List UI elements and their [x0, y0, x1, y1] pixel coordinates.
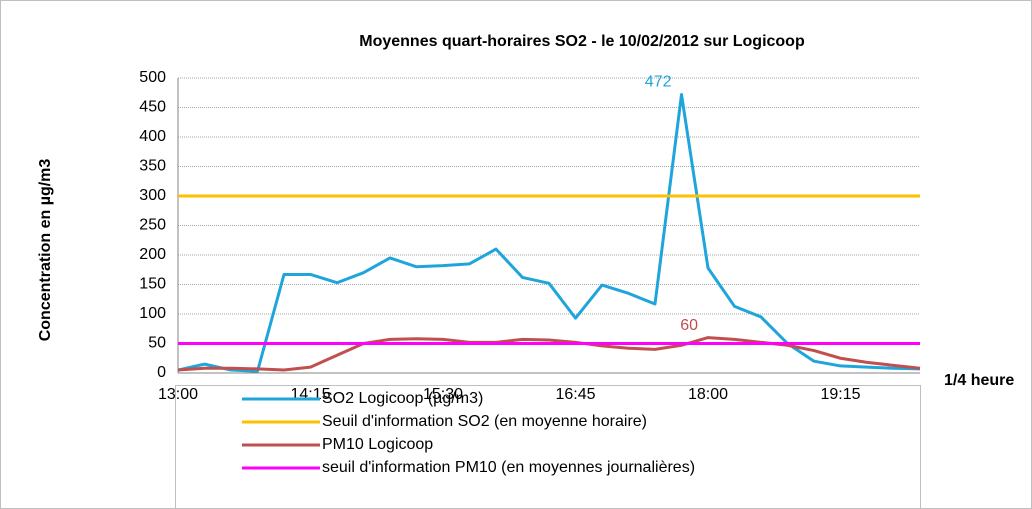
- y-tick-label: 500: [139, 69, 166, 86]
- x-axis-label: 1/4 heure: [944, 372, 1014, 389]
- y-tick-label: 350: [139, 158, 166, 175]
- data-label: 472: [645, 74, 672, 91]
- series-line: [177, 336, 921, 372]
- x-tick-label: 16:45: [555, 386, 595, 403]
- x-tick-label: 19:15: [820, 386, 860, 403]
- y-tick-label: 300: [139, 187, 166, 204]
- legend-label: seuil d'information PM10 (en moyennes jo…: [322, 459, 695, 476]
- legend-box: [175, 385, 921, 509]
- legend-label: SO2 Logicoop (µg/m3): [322, 390, 483, 407]
- y-tick-label: 200: [139, 246, 166, 263]
- y-tick-label: 50: [148, 335, 166, 352]
- chart-title: Moyennes quart-horaires SO2 - le 10/02/2…: [359, 33, 805, 50]
- y-tick-label: 100: [139, 305, 166, 322]
- series-line: [177, 93, 921, 373]
- y-tick-label: 400: [139, 128, 166, 145]
- y-tick-label: 450: [139, 99, 166, 116]
- y-tick-label: 250: [139, 217, 166, 234]
- legend-label: PM10 Logicoop: [322, 436, 433, 453]
- y-tick-label: 150: [139, 276, 166, 293]
- legend-label: Seuil d'information SO2 (en moyenne hora…: [322, 413, 647, 430]
- x-tick-label: 15:30: [423, 386, 463, 403]
- y-tick-label: 0: [157, 364, 166, 381]
- data-label: 60: [680, 317, 698, 334]
- x-tick-label: 18:00: [688, 386, 728, 403]
- x-tick-label: 13:00: [158, 386, 198, 403]
- y-axis-label: Concentration en µg/m3: [37, 159, 54, 342]
